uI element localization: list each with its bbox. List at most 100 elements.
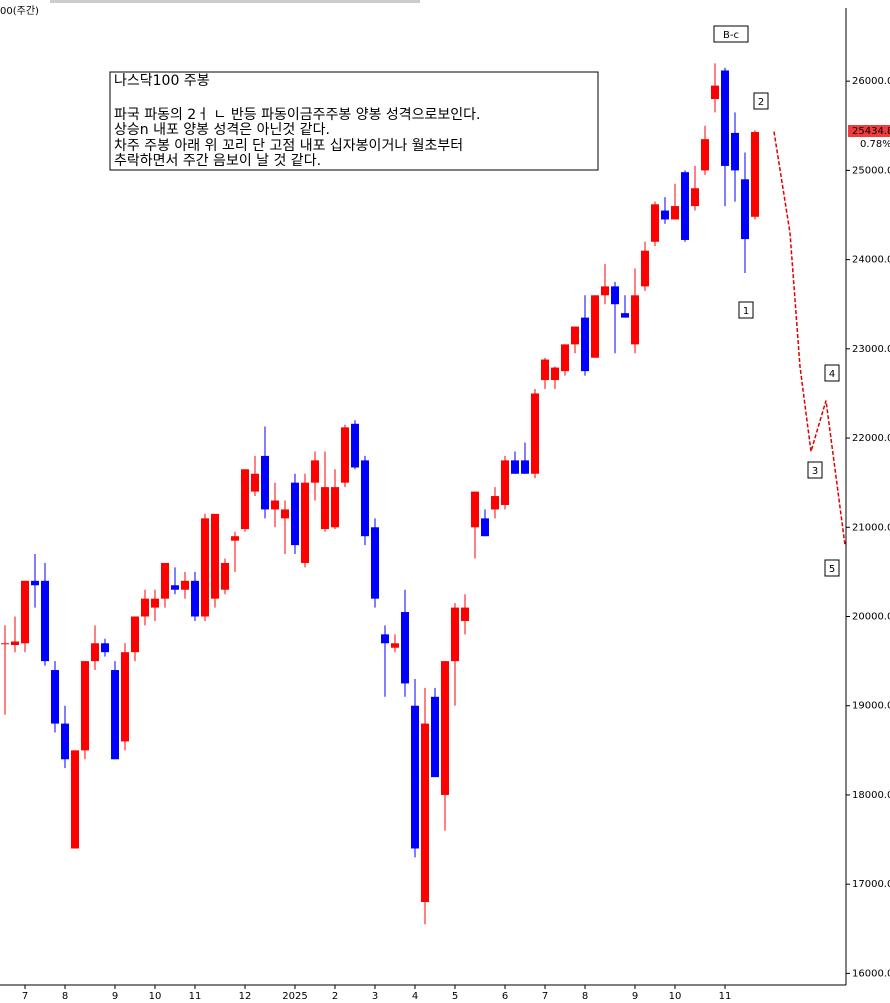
candle-body — [471, 491, 479, 528]
y-tick-label: 18000.00 — [852, 790, 890, 801]
x-tick-label: 4 — [412, 991, 418, 1002]
candle-body — [481, 518, 489, 537]
candle-body — [21, 580, 29, 644]
candle-body — [721, 70, 729, 166]
wave-label: 3 — [812, 466, 818, 477]
note-title: 나스닥100 주봉 — [114, 73, 210, 89]
x-tick-label: 9 — [112, 991, 118, 1002]
candle-body — [221, 562, 229, 590]
x-tick-label: 2025 — [282, 991, 307, 1002]
candle-body — [171, 585, 179, 590]
y-tick-label: 19000.00 — [852, 701, 890, 712]
y-tick-label: 25000.00 — [852, 165, 890, 176]
candle-body — [511, 460, 519, 474]
candle-body — [151, 598, 159, 608]
candle-body — [361, 460, 369, 537]
candle-body — [281, 509, 289, 519]
candle-body — [121, 652, 129, 742]
wave-label: 2 — [758, 97, 764, 108]
wave-label: 5 — [829, 564, 835, 575]
y-tick-label: 24000.00 — [852, 255, 890, 266]
candle-body — [251, 473, 259, 492]
y-tick-label: 17000.00 — [852, 879, 890, 890]
candle-body — [451, 607, 459, 662]
wave-label: 4 — [829, 369, 835, 380]
x-tick-label: 2 — [332, 991, 338, 1002]
candle-body — [1, 643, 9, 645]
x-tick-label: 5 — [452, 991, 458, 1002]
wave-label-box — [753, 92, 769, 110]
candle-body — [91, 643, 99, 662]
candle-body — [191, 580, 199, 617]
wave-label-box — [824, 364, 840, 382]
x-tick-label: 11 — [719, 991, 732, 1002]
candle-body — [161, 562, 169, 599]
note-line: 상승n 내포 양봉 성격은 아닌것 같다. — [114, 122, 330, 138]
candle-body — [351, 423, 359, 468]
forecast-line — [773, 131, 846, 546]
candle-body — [181, 580, 189, 590]
candle-body — [641, 250, 649, 287]
candle-body — [741, 179, 749, 240]
series-label: 00(주간) — [0, 5, 39, 17]
x-tick-label: 12 — [239, 991, 252, 1002]
candle-body — [301, 482, 309, 563]
y-tick-label: 21000.00 — [852, 522, 890, 533]
candle-body — [751, 132, 759, 217]
candle-body — [611, 286, 619, 305]
candle-body — [271, 500, 279, 510]
wave-label-box — [738, 301, 754, 319]
candle-body — [241, 469, 249, 530]
candle-body — [371, 527, 379, 599]
y-tick-label: 22000.00 — [852, 433, 890, 444]
candle-body — [561, 344, 569, 372]
candle-body — [621, 313, 629, 318]
candle-body — [141, 598, 149, 617]
candle-body — [461, 607, 469, 621]
note-line: 추락하면서 주간 음보이 날 것 같다. — [114, 153, 321, 169]
candle-body — [411, 705, 419, 849]
candle-body — [491, 496, 499, 510]
candle-body — [531, 393, 539, 474]
x-tick-label: 6 — [502, 991, 508, 1002]
candle-body — [41, 580, 49, 662]
candle-body — [601, 286, 609, 296]
wave-label-box — [807, 461, 823, 479]
change-label: 0.78% — [860, 139, 890, 150]
candle-body — [441, 661, 449, 795]
x-tick-label: 9 — [632, 991, 638, 1002]
candle-body — [31, 580, 39, 586]
wave-label: 1 — [743, 306, 749, 317]
x-tick-label: 10 — [149, 991, 162, 1002]
x-tick-label: 10 — [669, 991, 682, 1002]
candle-body — [131, 616, 139, 653]
candle-body — [541, 359, 549, 381]
candle-body — [311, 460, 319, 483]
x-tick-label: 7 — [542, 991, 548, 1002]
y-tick-label: 16000.00 — [852, 968, 890, 979]
note-frame — [109, 71, 599, 171]
wave-label: B-c — [723, 30, 739, 41]
x-tick-label: 3 — [372, 991, 378, 1002]
candle-body — [401, 612, 409, 684]
x-tick-label: 11 — [189, 991, 202, 1002]
candle-body — [631, 295, 639, 345]
y-tick-label: 26000.00 — [852, 76, 890, 87]
note-box: 나스닥100 주봉 파국 파동의 2ㅓ ㄴ 반등 파동이금주주봉 양봉 성격으로… — [109, 71, 599, 171]
candle-body — [201, 518, 209, 617]
y-tick-label: 20000.00 — [852, 612, 890, 623]
note-line: 파국 파동의 2ㅓ ㄴ 반등 파동이금주주봉 양봉 성격으로보인다. — [114, 107, 481, 123]
candle-body — [431, 696, 439, 778]
candle-body — [731, 132, 739, 171]
candle-body — [71, 750, 79, 849]
candle-body — [671, 206, 679, 220]
toolbar-edge — [50, 0, 420, 3]
candle-body — [661, 210, 669, 220]
wave-label-box — [824, 559, 840, 577]
candle-body — [341, 427, 349, 483]
wave-label-box — [713, 25, 749, 43]
candle-body — [321, 487, 329, 530]
candle-body — [211, 513, 219, 599]
candle-body — [381, 634, 389, 644]
